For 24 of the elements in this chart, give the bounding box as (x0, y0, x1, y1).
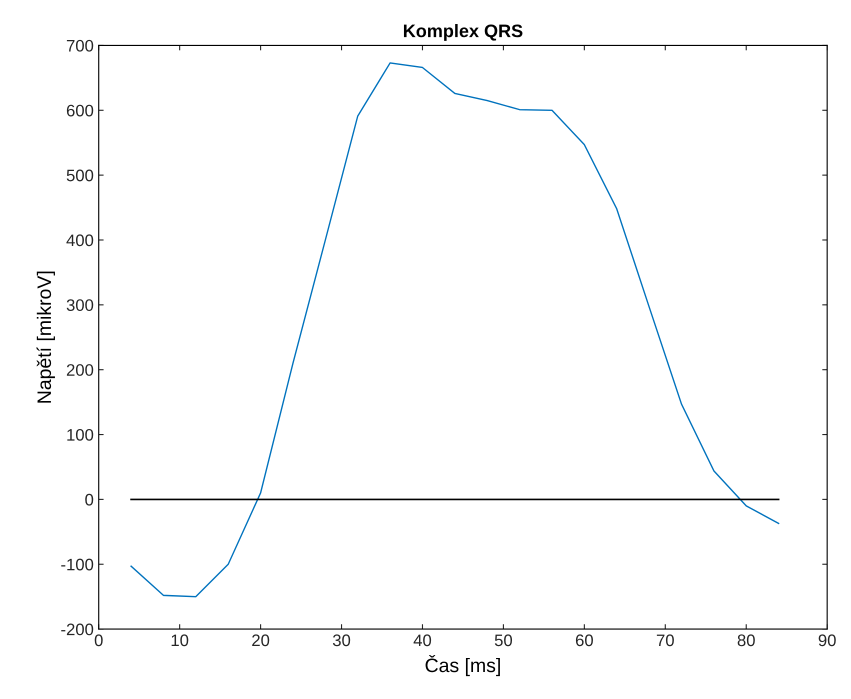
y-tick-label: 500 (66, 170, 94, 182)
x-tick-label: 20 (252, 634, 270, 646)
x-tick-label: 70 (656, 634, 674, 646)
x-tick-label: 50 (494, 634, 512, 646)
y-tick-label: -200 (61, 624, 94, 636)
line-series (130, 62, 780, 598)
y-tick-label: 300 (66, 299, 94, 312)
x-tick-label: 30 (332, 634, 350, 646)
y-tick-label: 0 (85, 494, 94, 506)
x-axis-title: Čas [ms] (426, 655, 500, 676)
chart-title: Komplex QRS (404, 24, 522, 41)
x-tick-label: 10 (172, 634, 188, 646)
y-axis-title: Napětí [mikroV] (36, 272, 55, 403)
y-tick-label: 100 (67, 428, 94, 441)
y-tick-label: 600 (66, 104, 94, 116)
y-tick-label: 200 (66, 364, 94, 376)
x-tick-label: 40 (414, 634, 432, 646)
y-tick-label: -100 (61, 558, 94, 570)
x-tick-label: 0 (94, 634, 103, 646)
x-tick-label: 90 (818, 634, 836, 646)
y-tick-label: 700 (66, 40, 94, 52)
x-tick-label: 80 (738, 634, 755, 646)
x-tick-label: 60 (576, 634, 593, 646)
y-tick-label: 400 (66, 234, 94, 246)
